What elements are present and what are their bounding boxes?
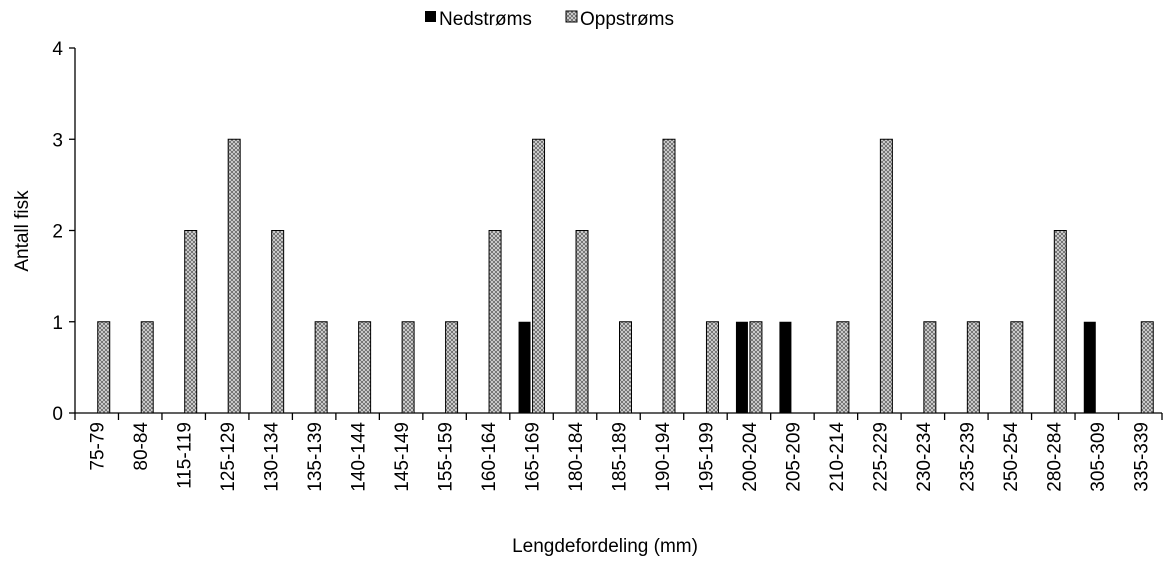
x-tick-label: 280-284 bbox=[1044, 422, 1065, 492]
y-tick-label: 4 bbox=[52, 39, 63, 60]
x-tick-label: 230-234 bbox=[914, 422, 935, 492]
bar bbox=[879, 138, 893, 414]
legend-swatch bbox=[565, 10, 578, 23]
bar bbox=[140, 321, 154, 414]
bar bbox=[619, 321, 632, 414]
bar bbox=[735, 321, 748, 413]
bar bbox=[923, 321, 937, 414]
bar bbox=[401, 321, 415, 414]
x-tick-label: 145-149 bbox=[392, 422, 413, 492]
bar bbox=[532, 138, 546, 414]
x-tick-label: 140-144 bbox=[349, 422, 370, 492]
legend-label: Nedstrøms bbox=[439, 9, 532, 30]
x-tick-label: 195-199 bbox=[696, 422, 717, 492]
y-axis-title: Antall fisk bbox=[12, 190, 33, 272]
bar bbox=[1140, 321, 1154, 414]
legend-swatch bbox=[425, 11, 436, 22]
x-tick-label: 125-129 bbox=[218, 422, 239, 492]
bar bbox=[488, 230, 502, 414]
x-tick-label: 210-214 bbox=[827, 422, 848, 492]
x-tick-label: 190-194 bbox=[653, 422, 674, 492]
x-tick-label: 200-204 bbox=[740, 422, 761, 492]
y-tick-label: 2 bbox=[52, 222, 63, 243]
bar bbox=[779, 321, 792, 413]
bar bbox=[1010, 321, 1024, 414]
bar bbox=[184, 230, 198, 414]
x-tick-label: 185-189 bbox=[610, 422, 631, 492]
x-tick-label: 235-239 bbox=[957, 422, 978, 492]
bar bbox=[705, 321, 719, 414]
bar bbox=[445, 321, 459, 414]
x-tick-label: 250-254 bbox=[1001, 422, 1022, 492]
bar bbox=[518, 321, 531, 413]
bar bbox=[97, 321, 111, 414]
y-tick-label: 3 bbox=[52, 130, 63, 151]
bar bbox=[1053, 230, 1067, 414]
x-tick-label: 130-134 bbox=[262, 422, 283, 492]
y-tick-label: 0 bbox=[52, 404, 63, 425]
x-tick-label: 115-119 bbox=[175, 422, 196, 489]
y-tick-label: 1 bbox=[52, 313, 63, 334]
legend-label: Oppstrøms bbox=[580, 9, 674, 30]
bar bbox=[271, 230, 285, 414]
bar bbox=[749, 321, 763, 414]
bar bbox=[575, 230, 589, 414]
bar bbox=[1083, 321, 1096, 413]
x-tick-label: 75-79 bbox=[88, 422, 109, 471]
bar bbox=[966, 321, 980, 414]
bar bbox=[662, 138, 676, 414]
x-tick-label: 305-309 bbox=[1088, 422, 1109, 492]
x-tick-label: 225-229 bbox=[870, 422, 891, 492]
x-tick-label: 205-209 bbox=[783, 422, 804, 492]
x-axis-title: Lengdefordeling (mm) bbox=[512, 536, 698, 557]
x-tick-label: 335-339 bbox=[1131, 422, 1152, 492]
bar bbox=[358, 321, 372, 414]
bar bbox=[314, 321, 328, 414]
x-tick-label: 155-159 bbox=[436, 422, 457, 492]
x-tick-label: 160-164 bbox=[479, 422, 500, 492]
x-tick-label: 135-139 bbox=[305, 422, 326, 492]
x-tick-label: 180-184 bbox=[566, 422, 587, 492]
bar bbox=[836, 321, 850, 414]
bar bbox=[227, 138, 241, 414]
x-tick-label: 80-84 bbox=[131, 422, 152, 471]
x-tick-label: 165-169 bbox=[523, 422, 544, 492]
